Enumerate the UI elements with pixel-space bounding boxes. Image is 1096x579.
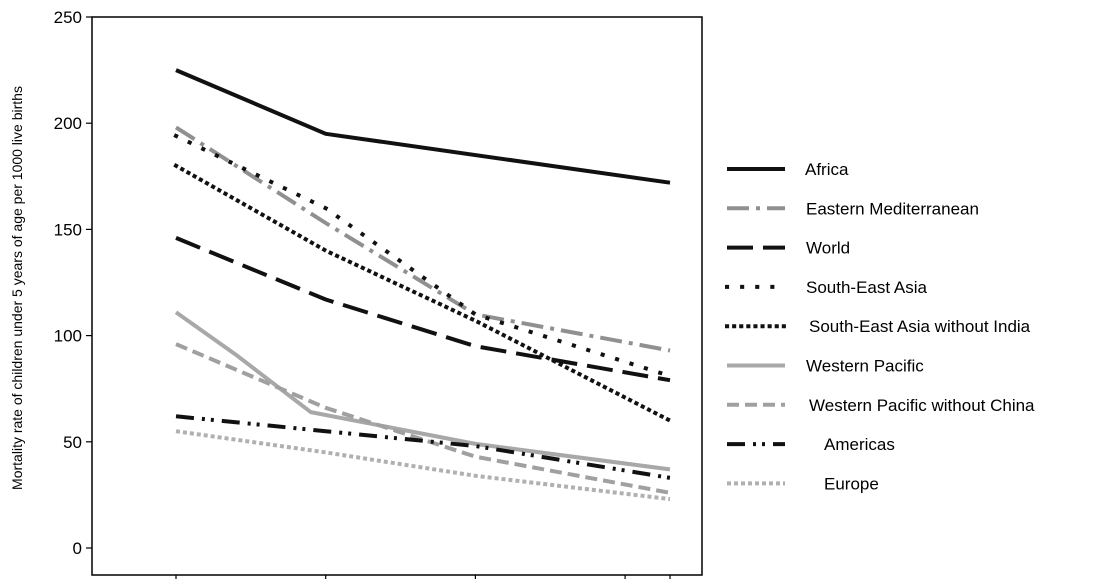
series-line-south-east-asia-without-india: [173, 162, 673, 424]
legend-label: Eastern Mediterranean: [806, 199, 979, 218]
x-tick-label: 2003: [656, 576, 685, 579]
y-tick-label: 150: [54, 220, 82, 239]
legend-label: South-East Asia without India: [809, 317, 1031, 336]
series-line-western-pacific-without-china: [175, 342, 671, 495]
series-line-eastern-mediterranean: [174, 125, 671, 353]
series-line-south-east-asia: [173, 133, 673, 379]
legend-label: Europe: [824, 474, 879, 493]
series-line-world: [175, 236, 671, 383]
x-tick-label: 1970: [162, 576, 191, 579]
series-line-americas: [175, 414, 671, 480]
x-tick-label: 1990: [461, 576, 490, 579]
legend-label: Americas: [824, 435, 895, 454]
series-lines: [173, 68, 673, 502]
y-tick-label: 250: [54, 8, 82, 27]
legend-label: Western Pacific without China: [809, 396, 1035, 415]
series-line-western-pacific: [174, 310, 671, 472]
plot-frame: [91, 16, 703, 576]
y-tick-label: 100: [54, 327, 82, 346]
legend-label: Western Pacific: [806, 357, 924, 376]
series-line-africa: [175, 68, 671, 185]
legend-label: South-East Asia: [806, 278, 928, 297]
x-tick-label: 1980: [311, 576, 340, 579]
axis-ticks: 0 50 100 150 200 250 1970 1980 1990 2000 2003: [54, 8, 685, 579]
x-tick-label: 2000: [611, 576, 640, 579]
legend-label: Africa: [805, 160, 849, 179]
y-tick-label: 50: [63, 433, 82, 452]
y-axis-label: Mortality rate of children under 5 years…: [9, 86, 25, 490]
series-line-europe: [175, 429, 671, 502]
y-tick-label: 200: [54, 114, 82, 133]
legend-label: World: [806, 239, 850, 258]
y-tick-label: 0: [73, 539, 82, 558]
legend: Africa Eastern Mediterranean World South-Ea…: [725, 160, 1035, 493]
